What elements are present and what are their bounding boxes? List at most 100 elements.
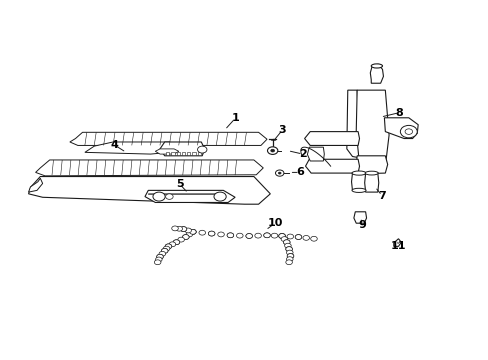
Bar [182, 152, 185, 155]
Circle shape [185, 232, 192, 237]
Bar [192, 152, 195, 155]
Circle shape [184, 228, 191, 233]
Circle shape [173, 240, 180, 245]
Circle shape [254, 233, 261, 238]
Text: 9: 9 [357, 220, 365, 230]
Circle shape [169, 242, 175, 247]
Bar [166, 152, 169, 155]
Circle shape [295, 235, 301, 239]
Polygon shape [36, 160, 263, 176]
Polygon shape [70, 132, 266, 145]
Circle shape [189, 229, 196, 234]
Circle shape [156, 254, 163, 259]
Polygon shape [384, 118, 417, 139]
Circle shape [283, 240, 289, 245]
Circle shape [245, 234, 252, 238]
Circle shape [295, 235, 301, 239]
Circle shape [263, 233, 270, 238]
Circle shape [284, 243, 291, 248]
Circle shape [178, 237, 184, 242]
Circle shape [275, 170, 284, 176]
Polygon shape [355, 90, 388, 166]
Polygon shape [307, 147, 324, 161]
Circle shape [208, 231, 215, 236]
Polygon shape [351, 173, 366, 190]
Circle shape [271, 233, 277, 238]
Circle shape [217, 232, 224, 237]
Circle shape [278, 234, 285, 238]
Circle shape [286, 250, 292, 255]
Circle shape [180, 227, 186, 231]
Circle shape [278, 234, 285, 238]
Circle shape [281, 237, 287, 242]
Text: 7: 7 [377, 190, 385, 201]
Circle shape [278, 234, 285, 238]
Polygon shape [353, 212, 366, 223]
Circle shape [165, 244, 171, 249]
Circle shape [153, 192, 165, 201]
Polygon shape [305, 159, 359, 173]
Circle shape [286, 257, 292, 262]
Text: 5: 5 [176, 179, 183, 189]
Bar [176, 152, 180, 155]
Text: 1: 1 [231, 113, 239, 123]
Circle shape [155, 257, 162, 262]
Polygon shape [85, 142, 179, 154]
Circle shape [226, 233, 233, 238]
Circle shape [199, 230, 205, 235]
Bar [197, 152, 201, 155]
Circle shape [173, 240, 180, 245]
Polygon shape [160, 142, 204, 156]
Polygon shape [346, 90, 359, 158]
Text: 4: 4 [110, 140, 118, 150]
Text: 6: 6 [295, 167, 303, 177]
Polygon shape [155, 149, 179, 154]
Text: 8: 8 [395, 108, 403, 118]
Circle shape [161, 248, 168, 253]
Ellipse shape [351, 171, 366, 175]
Polygon shape [304, 132, 359, 145]
Text: 11: 11 [390, 241, 406, 251]
Circle shape [285, 260, 292, 265]
Circle shape [214, 192, 226, 201]
Circle shape [285, 247, 292, 252]
Circle shape [197, 146, 206, 153]
Circle shape [189, 229, 196, 234]
Ellipse shape [370, 64, 382, 68]
Bar [171, 152, 174, 155]
Circle shape [263, 233, 270, 238]
Circle shape [154, 260, 161, 265]
Circle shape [159, 251, 165, 256]
Circle shape [270, 149, 274, 152]
Circle shape [182, 235, 189, 239]
Circle shape [236, 233, 243, 238]
Polygon shape [355, 156, 387, 174]
Circle shape [310, 236, 317, 241]
Circle shape [286, 253, 293, 258]
Ellipse shape [365, 171, 378, 175]
Circle shape [161, 248, 168, 253]
Circle shape [226, 233, 233, 238]
Polygon shape [28, 176, 270, 204]
Circle shape [245, 234, 252, 238]
Circle shape [286, 253, 293, 258]
Circle shape [283, 240, 289, 245]
Circle shape [267, 147, 277, 154]
Circle shape [165, 194, 173, 199]
Text: 3: 3 [278, 125, 286, 135]
Circle shape [163, 246, 169, 251]
Polygon shape [144, 190, 235, 202]
Circle shape [303, 235, 309, 240]
Ellipse shape [351, 188, 366, 193]
Polygon shape [364, 173, 378, 192]
Circle shape [182, 235, 189, 239]
Circle shape [156, 254, 163, 259]
Text: 10: 10 [267, 218, 282, 228]
Polygon shape [369, 64, 383, 83]
Circle shape [285, 247, 292, 252]
Circle shape [278, 172, 281, 174]
Polygon shape [28, 178, 42, 192]
Circle shape [189, 229, 196, 234]
Circle shape [180, 227, 186, 231]
Circle shape [208, 231, 215, 236]
